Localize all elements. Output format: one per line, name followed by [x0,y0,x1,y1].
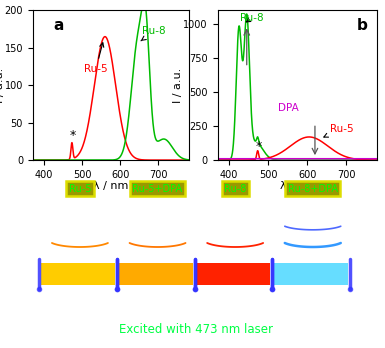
Text: a: a [53,18,64,33]
Text: b: b [357,18,367,33]
FancyBboxPatch shape [41,262,115,285]
Text: C: C [21,182,31,196]
Text: DPA: DPA [278,103,299,113]
Text: Ru-8+DPA: Ru-8+DPA [288,184,338,194]
Text: Ru-5+DPA: Ru-5+DPA [132,184,182,194]
Text: Ru-5: Ru-5 [324,124,353,137]
Text: Ru-5: Ru-5 [69,184,91,194]
Text: *: * [256,140,262,152]
Text: Excited with 473 nm laser: Excited with 473 nm laser [119,323,273,336]
FancyBboxPatch shape [274,262,348,285]
Text: Ru-8: Ru-8 [224,184,246,194]
Text: *: * [70,129,76,142]
Y-axis label: I / a.u.: I / a.u. [0,68,5,103]
Y-axis label: I / a.u.: I / a.u. [173,68,183,103]
X-axis label: λ / nm: λ / nm [280,181,315,191]
X-axis label: λ / nm: λ / nm [93,181,128,191]
FancyBboxPatch shape [119,262,192,285]
Text: Ru-8: Ru-8 [141,26,166,41]
FancyBboxPatch shape [196,262,270,285]
Text: Ru-8: Ru-8 [240,13,264,23]
Text: Ru-5: Ru-5 [84,43,108,74]
